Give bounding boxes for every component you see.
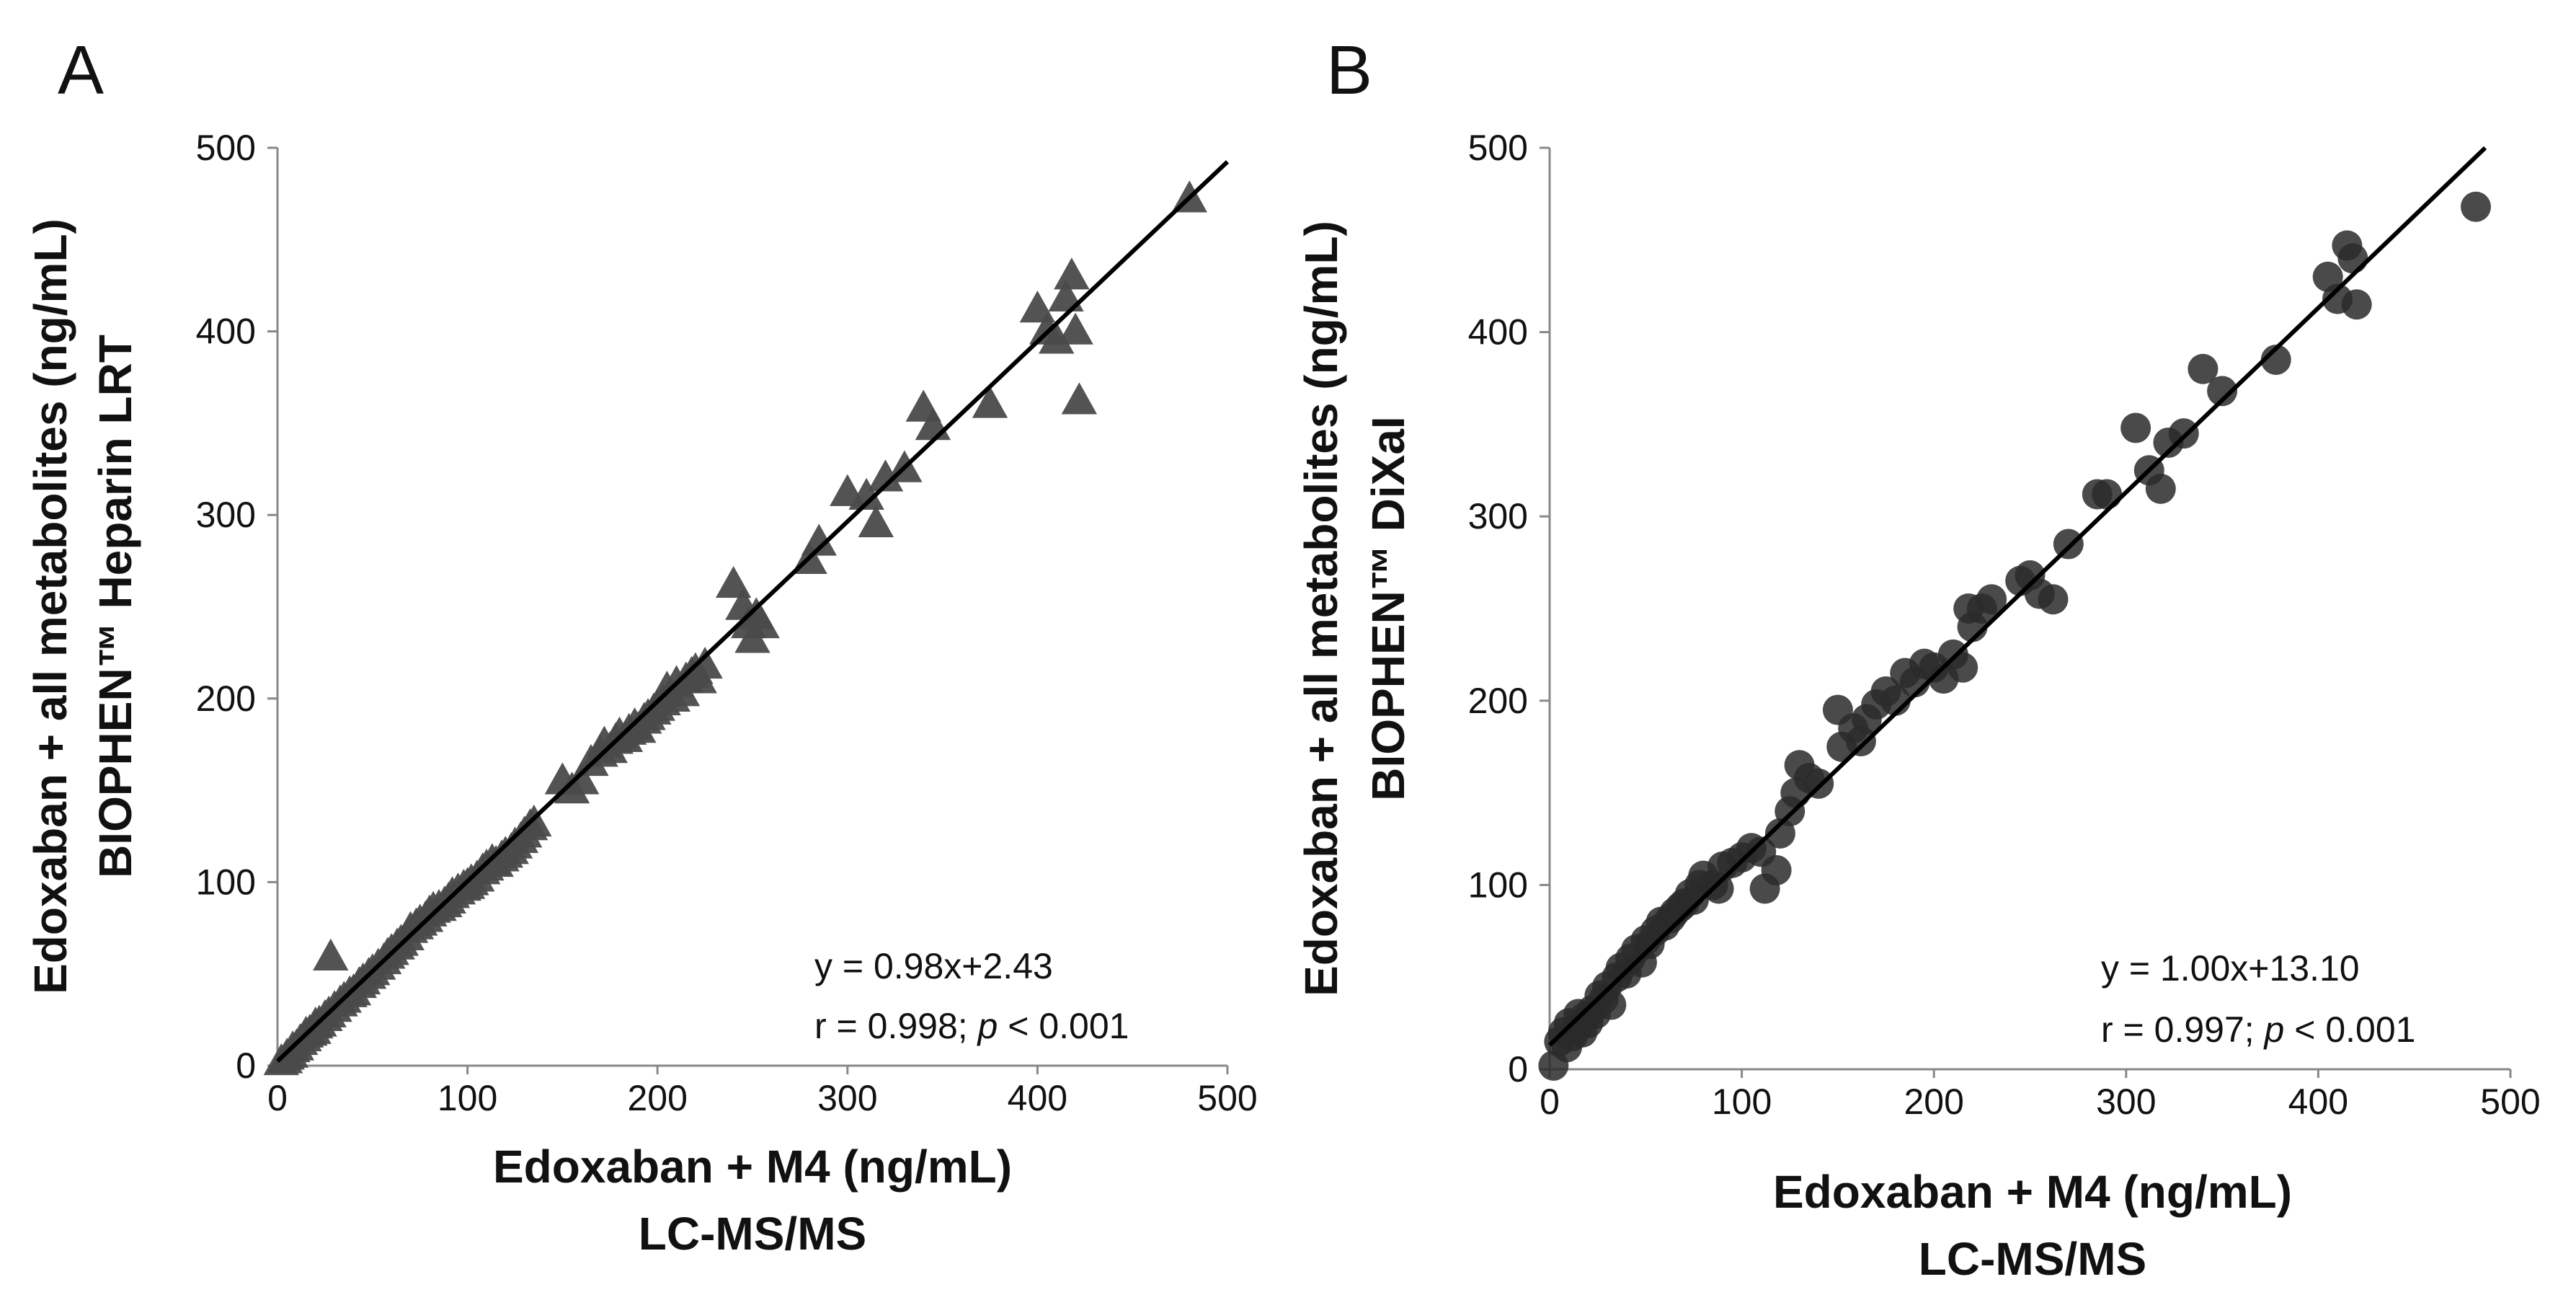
panel-a-y-title-2: BIOPHEN™ Heparin LRT	[89, 335, 141, 878]
panel-a-data-point	[564, 762, 600, 795]
panel-a-x-tick-label: 300	[817, 1078, 877, 1118]
panel-b-equation: y = 1.00x+13.10	[2101, 948, 2360, 989]
panel-b-data-point	[2145, 473, 2176, 504]
panel-a-fit-line	[275, 160, 1230, 1063]
panel-b-data-point	[2053, 529, 2084, 560]
panel-a-y-title-1: Edoxaban + all metabolites (ng/mL)	[25, 218, 76, 994]
panel-a-data-point	[1054, 257, 1090, 290]
panel-b-y-title-2: BIOPHEN™ DiXaI	[1362, 416, 1414, 800]
panel-a-data-point	[801, 523, 837, 556]
panel-b-x-tick-label: 0	[1540, 1082, 1560, 1122]
panel-b-data-point	[2341, 289, 2372, 320]
panel-b-y-tick-label: 200	[1468, 681, 1528, 721]
panel-b-x-title-2: LC-MS/MS	[1919, 1233, 2146, 1285]
panel-a-equation: y = 0.98x+2.43	[814, 946, 1053, 986]
panel-b-data-point	[2168, 418, 2199, 449]
panel-b-data-point	[2260, 344, 2291, 375]
panel-b-x-tick-label: 400	[2288, 1082, 2348, 1122]
panel-a-y-tick-label: 0	[236, 1045, 256, 1086]
panel-a-data-point	[313, 938, 349, 970]
panel-b-data-point	[1596, 989, 1627, 1020]
panel-b-data-point	[2461, 191, 2492, 222]
panel-a-data-point	[744, 606, 780, 639]
panel-a-y-tick-label: 400	[196, 311, 256, 352]
panel-b: B 0 100 200 300 400 500 0 100 200 300 400 500 y = …	[1295, 32, 2541, 1285]
panel-b-fit-line	[1547, 146, 2487, 1047]
panel-b-data-point	[1761, 854, 1792, 885]
panel-b-x-tick-label: 200	[1904, 1082, 1963, 1122]
panel-a-y-tick-label: 100	[196, 862, 256, 902]
panel-a-data-point	[687, 646, 723, 679]
panel-b-y-tick-label: 500	[1468, 128, 1528, 168]
panel-b-data-point	[2038, 584, 2069, 615]
panel-a-data-point	[848, 477, 884, 510]
panel-a-data-point	[1039, 322, 1075, 354]
panel-a-y-tick-label: 500	[196, 128, 256, 168]
panel-a-x-title-1: Edoxaban + M4 (ng/mL)	[493, 1141, 1012, 1193]
panel-b-y-tick-label: 300	[1468, 496, 1528, 536]
panel-b-y-tick-label: 100	[1468, 865, 1528, 905]
panel-a-data-point	[715, 565, 752, 598]
panel-a-y-tick-label: 200	[196, 678, 256, 719]
panel-b-stats: r = 0.997; p < 0.001	[2101, 1009, 2415, 1050]
panel-b-x-title-1: Edoxaban + M4 (ng/mL)	[1773, 1166, 2292, 1218]
panel-a-data-point	[867, 459, 904, 492]
panel-b-data-point	[2188, 353, 2219, 384]
panel-b-data-point	[2092, 479, 2123, 510]
panel-a-x-title-2: LC-MS/MS	[639, 1208, 866, 1260]
panel-b-y-tick-label: 400	[1468, 312, 1528, 353]
panel-a-label: A	[58, 32, 104, 109]
panel-b-data-point	[2120, 412, 2151, 443]
panel-b-x-tick-label: 500	[2480, 1082, 2540, 1122]
panel-a-y-tick-label: 300	[196, 495, 256, 535]
panel-b-x-tick-label: 300	[2096, 1082, 2156, 1122]
panel-a-x-tick-label: 400	[1008, 1078, 1067, 1118]
panel-b-label: B	[1326, 32, 1372, 109]
panel-a-stats: r = 0.998; p < 0.001	[814, 1006, 1129, 1046]
panel-b-data-point	[1976, 584, 2007, 615]
panel-a-data-point	[1019, 291, 1056, 323]
panel-a-data-point	[1057, 312, 1093, 345]
panel-b-y-title-1: Edoxaban + all metabolites (ng/mL)	[1295, 221, 1347, 996]
panel-a-x-tick-label: 500	[1197, 1078, 1257, 1118]
panel-b-data-point	[2337, 243, 2368, 274]
panel-b-x-tick-label: 100	[1712, 1082, 1772, 1122]
panel-a-data-point	[972, 386, 1008, 418]
panel-b-data-point	[1947, 652, 1978, 683]
panel-b-data-point	[1803, 768, 1834, 799]
panel-a-data-point	[858, 505, 894, 538]
panel-a: A 0 100 200 300 400 500 0 100 200 300 400 500 y = …	[25, 32, 1258, 1260]
panel-b-y-tick-label: 0	[1508, 1049, 1528, 1089]
panel-a-data-point	[1061, 382, 1098, 415]
panel-a-x-tick-label: 200	[627, 1078, 687, 1118]
panel-a-x-tick-label: 0	[267, 1078, 288, 1118]
panel-b-data-point	[2207, 376, 2238, 407]
panel-a-x-tick-label: 100	[438, 1078, 497, 1118]
